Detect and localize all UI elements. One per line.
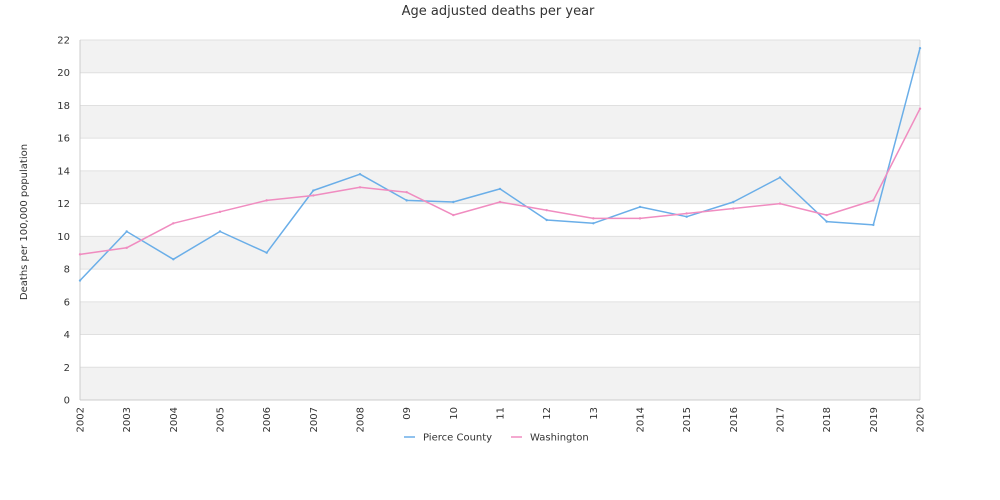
data-point: [498, 187, 502, 191]
grid-bands: [80, 40, 920, 400]
data-point: [592, 217, 595, 220]
data-point: [312, 194, 315, 197]
data-point: [172, 258, 175, 261]
data-point: [405, 190, 408, 194]
data-point: [778, 176, 782, 179]
data-point: [918, 107, 922, 110]
x-tick-label: 2016: [729, 407, 740, 432]
grid-band: [80, 367, 920, 400]
y-tick-label: 14: [57, 166, 70, 177]
data-point: [452, 213, 455, 217]
x-tick-label: 09: [402, 407, 413, 420]
x-tick-label: 2004: [169, 407, 180, 432]
y-tick-label: 8: [64, 265, 70, 276]
x-tick-label: 2020: [916, 407, 927, 432]
data-point: [545, 208, 548, 212]
data-point: [172, 222, 175, 225]
legend: Pierce County Washington: [404, 433, 589, 444]
x-tick-label: 2003: [122, 407, 133, 432]
y-axis-title: Deaths per 100,000 population: [19, 144, 30, 300]
x-tick-label: 2007: [309, 407, 320, 432]
grid-lines: [80, 39, 920, 401]
y-tick-label: 20: [57, 68, 70, 79]
y-tick-label: 18: [57, 101, 70, 112]
data-point: [918, 46, 922, 50]
data-point: [452, 200, 455, 204]
data-point: [265, 199, 268, 202]
y-tick-label: 12: [57, 199, 70, 210]
x-tick-label: 2014: [636, 407, 647, 432]
data-point: [125, 246, 128, 250]
data-point: [405, 199, 408, 202]
data-point: [685, 212, 688, 215]
x-tick-label: 13: [589, 407, 600, 420]
data-point: [218, 210, 222, 214]
x-tick-label: 2006: [262, 407, 273, 432]
data-point: [125, 230, 128, 233]
data-point: [732, 207, 735, 210]
plot-frame: [79, 40, 921, 401]
x-tick-label: 2005: [216, 407, 227, 432]
data-point: [825, 213, 828, 217]
data-point: [498, 200, 502, 204]
chart-title: Age adjusted deaths per year: [402, 4, 595, 19]
x-tick-label: 2008: [356, 407, 367, 432]
legend-label: Pierce County: [423, 433, 492, 444]
x-tick-label: 10: [449, 407, 460, 420]
x-tick-label: 2017: [776, 407, 787, 432]
x-tick-label: 2019: [869, 407, 880, 432]
y-tick-label: 6: [64, 297, 70, 308]
x-tick-label: 2002: [76, 407, 87, 432]
grid-band: [80, 170, 920, 204]
data-point: [265, 251, 268, 254]
data-point: [592, 222, 595, 225]
y-tick-label: 0: [64, 396, 70, 407]
data-point: [825, 220, 828, 223]
data-point: [638, 217, 642, 220]
data-point: [218, 230, 222, 233]
grid-band: [80, 301, 920, 335]
data-point: [358, 172, 362, 176]
x-tick-label: 2018: [822, 407, 833, 432]
x-axis-ticks: 2002 2003 2004 2005 2006 2007 2008 09 10 11 12 13 20…: [76, 407, 927, 432]
x-tick-label: 11: [496, 407, 507, 420]
grid-band: [80, 236, 920, 270]
data-point: [358, 186, 362, 189]
y-tick-label: 22: [57, 36, 70, 47]
data-point: [685, 215, 688, 218]
data-point: [778, 202, 782, 205]
x-tick-label: 12: [542, 407, 553, 420]
y-tick-label: 4: [64, 330, 70, 341]
grid-band: [80, 40, 920, 73]
y-tick-label: 10: [57, 232, 70, 243]
data-point: [638, 205, 642, 209]
x-tick-label: 2015: [682, 407, 693, 432]
y-tick-label: 16: [57, 134, 70, 145]
series-lines: [78, 46, 922, 282]
data-point: [872, 199, 875, 202]
legend-label: Washington: [530, 433, 589, 444]
data-point: [78, 253, 82, 256]
grid-band: [80, 105, 920, 139]
y-tick-label: 2: [64, 363, 70, 374]
data-point: [872, 223, 875, 227]
data-point: [545, 218, 548, 222]
data-point: [312, 189, 315, 192]
data-point: [78, 279, 82, 282]
data-point: [732, 200, 735, 204]
y-axis-ticks: 0 2 4 6 8 10 12 14 16 18 20 22: [57, 36, 70, 407]
